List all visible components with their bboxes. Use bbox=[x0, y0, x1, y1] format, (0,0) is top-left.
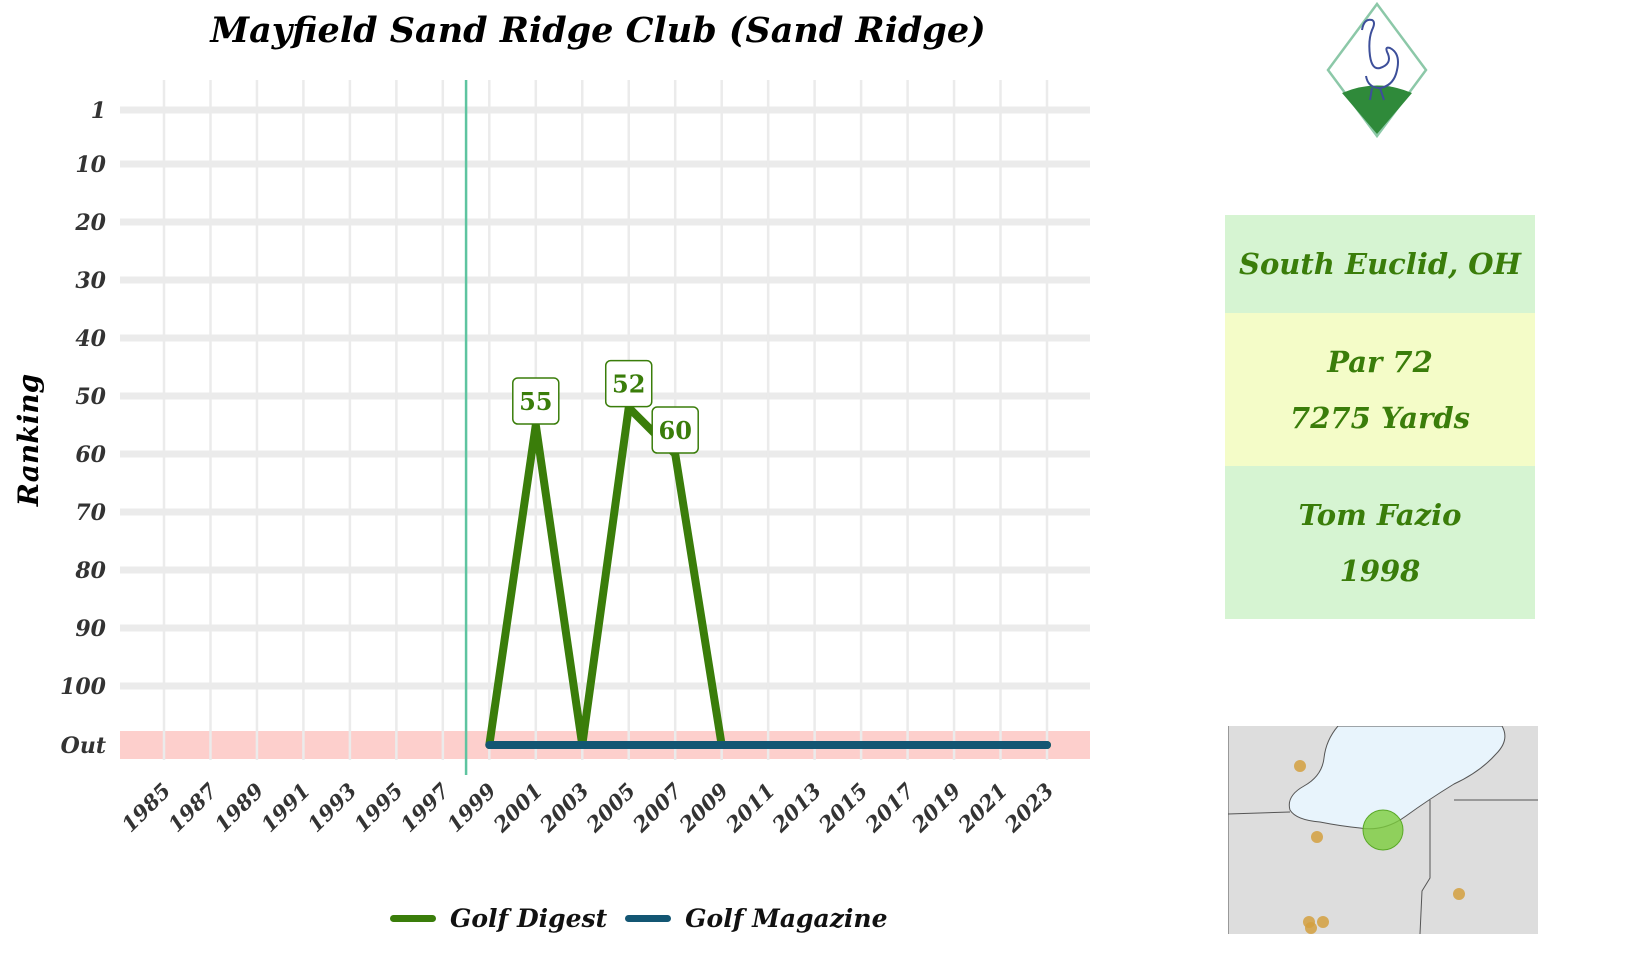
yards-text: 7275 Yards bbox=[1290, 400, 1470, 435]
legend-label-golf-digest: Golf Digest bbox=[450, 903, 608, 933]
legend: Golf Digest Golf Magazine bbox=[390, 898, 905, 938]
y-tick-label: 70 bbox=[75, 500, 106, 526]
lake-erie bbox=[1288, 726, 1506, 830]
y-tick-label: 100 bbox=[60, 674, 107, 700]
y-tick-label: 40 bbox=[75, 326, 106, 352]
x-tick-label: 1991 bbox=[256, 778, 315, 837]
legend-label-golf-magazine: Golf Magazine bbox=[685, 903, 888, 933]
x-tick-label: 1999 bbox=[442, 778, 501, 837]
legend-item-golf-digest: Golf Digest bbox=[390, 904, 607, 933]
data-label: 60 bbox=[651, 406, 699, 454]
x-axis-ticks: 1985198719891991199319951997199920012003… bbox=[117, 778, 1059, 838]
other-course-marker bbox=[1305, 922, 1317, 934]
course-stats-card: Par 72 7275 Yards bbox=[1225, 313, 1535, 466]
data-label-box bbox=[651, 406, 699, 454]
data-label-text: 52 bbox=[612, 370, 645, 399]
x-tick-label: 2015 bbox=[813, 778, 873, 838]
y-tick-label: 50 bbox=[75, 384, 106, 410]
great-lakes-location-map bbox=[1228, 726, 1538, 934]
x-tick-label: 2001 bbox=[488, 778, 548, 838]
architect-card: Tom Fazio 1998 bbox=[1225, 466, 1535, 619]
par-text: Par 72 bbox=[1327, 344, 1433, 379]
year-text: 1998 bbox=[1339, 553, 1421, 588]
y-tick-label: 80 bbox=[74, 558, 106, 584]
x-tick-label: 2009 bbox=[674, 778, 734, 838]
x-tick-label: 1985 bbox=[117, 778, 176, 837]
x-tick-label: 2003 bbox=[534, 778, 594, 838]
x-tick-label: 2013 bbox=[766, 778, 826, 838]
y-tick-label: 1 bbox=[91, 98, 106, 124]
ostrich-diamond-logo-icon bbox=[1326, 1, 1428, 139]
x-tick-label: 2021 bbox=[952, 778, 1012, 838]
x-tick-label: 1987 bbox=[163, 778, 222, 837]
data-label-box bbox=[512, 377, 560, 425]
data-label-box bbox=[604, 359, 653, 408]
legend-swatch-golf-magazine bbox=[625, 914, 672, 922]
other-course-marker bbox=[1317, 916, 1329, 928]
other-course-marker bbox=[1311, 831, 1323, 843]
location-text: South Euclid, OH bbox=[1239, 247, 1521, 281]
annotations: 55 52 60 bbox=[512, 359, 699, 454]
y-tick-label: 10 bbox=[75, 152, 106, 178]
architect-text: Tom Fazio bbox=[1298, 497, 1462, 532]
chart-title: Mayfield Sand Ridge Club (Sand Ridge) bbox=[209, 10, 985, 51]
location-card: South Euclid, OH bbox=[1225, 215, 1535, 313]
x-tick-label: 2017 bbox=[859, 778, 919, 838]
data-label-text: 60 bbox=[659, 416, 692, 445]
y-axis-label: Ranking bbox=[12, 374, 45, 507]
grid bbox=[120, 80, 1090, 760]
x-tick-label: 2005 bbox=[581, 778, 641, 838]
legend-item-golf-magazine: Golf Magazine bbox=[625, 904, 887, 933]
other-course-marker bbox=[1294, 760, 1306, 772]
course-location-marker bbox=[1362, 809, 1404, 851]
data-label-text: 55 bbox=[519, 387, 552, 416]
y-tick-label: 30 bbox=[75, 268, 106, 294]
y-axis-ticks: 1 10 20 30 40 50 60 70 80 90 100 Out bbox=[60, 98, 107, 759]
y-tick-label: Out bbox=[61, 733, 106, 759]
x-tick-label: 1993 bbox=[302, 778, 361, 837]
y-tick-label: 60 bbox=[75, 442, 106, 468]
y-tick-label: 90 bbox=[75, 616, 106, 642]
x-tick-label: 2019 bbox=[906, 778, 966, 838]
legend-swatch-golf-digest bbox=[390, 914, 436, 922]
x-tick-label: 2007 bbox=[627, 778, 687, 838]
x-tick-label: 1995 bbox=[349, 778, 408, 837]
x-tick-label: 1989 bbox=[209, 778, 268, 837]
data-label: 55 bbox=[512, 377, 560, 425]
y-tick-label: 20 bbox=[74, 210, 106, 236]
series bbox=[485, 403, 1051, 749]
x-tick-label: 2011 bbox=[720, 778, 780, 838]
other-course-marker bbox=[1453, 888, 1465, 900]
x-tick-label: 2023 bbox=[999, 778, 1059, 838]
data-label: 52 bbox=[604, 359, 653, 408]
x-tick-label: 1997 bbox=[395, 778, 454, 837]
